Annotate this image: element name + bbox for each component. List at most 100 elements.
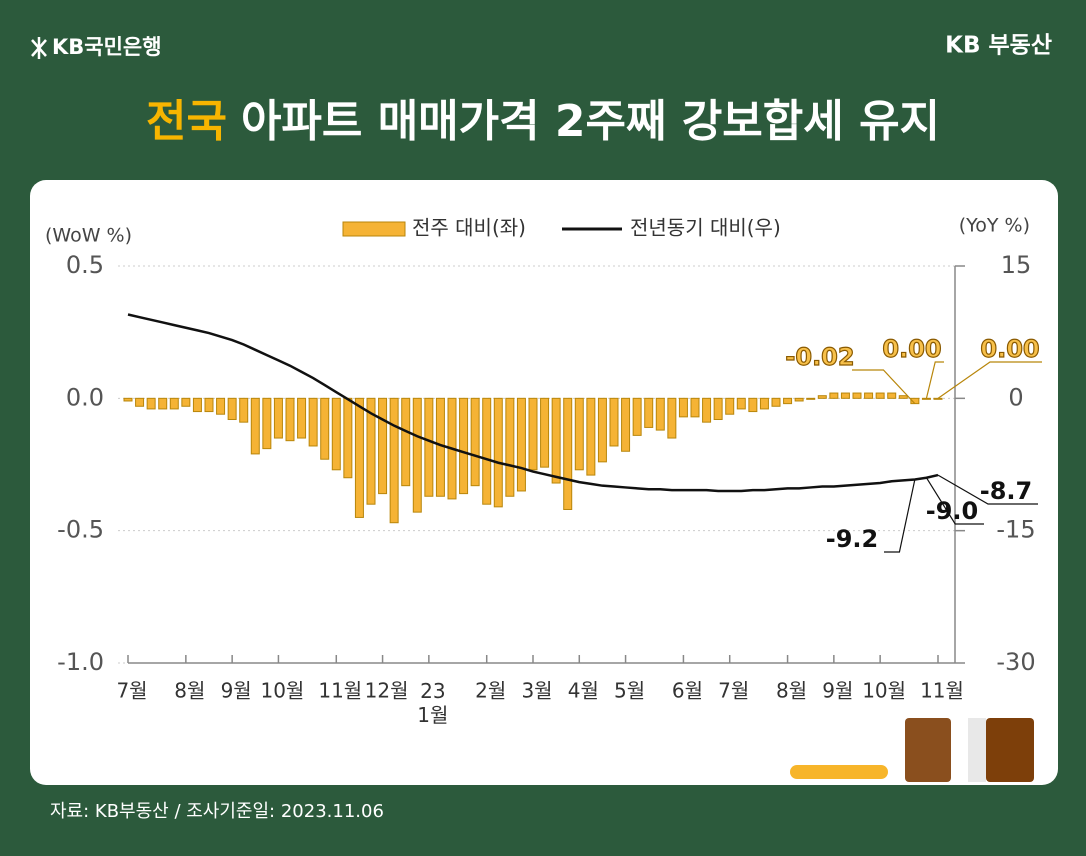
y-tick-label: -1.0	[57, 648, 104, 676]
y-axis-label: (WoW %)	[45, 225, 132, 247]
bar	[331, 397, 341, 471]
bar	[424, 397, 434, 497]
x-tick-label: 6월	[672, 679, 703, 703]
leader-line	[925, 477, 984, 525]
bar	[783, 397, 793, 405]
bar	[632, 397, 642, 436]
y-tick-label: 0.0	[66, 383, 104, 411]
bar	[864, 392, 874, 399]
leader-line	[937, 361, 1042, 399]
y2-tick-label: -30	[996, 648, 1035, 676]
bar	[505, 397, 515, 497]
bar	[135, 397, 145, 407]
x-tick-label: 9월	[822, 679, 853, 703]
bar	[771, 397, 781, 407]
bar	[250, 397, 260, 455]
leader-line	[937, 474, 1038, 505]
bar	[551, 397, 561, 484]
bar	[378, 397, 388, 495]
bar	[192, 397, 202, 413]
bar	[597, 397, 607, 463]
bar	[713, 397, 723, 421]
title-rest: 아파트 매매가격 2주째 강보합세 유지	[241, 96, 940, 147]
bar	[227, 397, 237, 421]
bar	[169, 397, 179, 410]
data-label: 0.00	[882, 335, 941, 363]
bar	[574, 397, 584, 471]
x-tick-label: 23 1월	[417, 679, 448, 727]
x-tick-label: 12월	[365, 679, 409, 703]
y-tick-label: -0.5	[57, 516, 104, 544]
bar	[459, 397, 469, 495]
x-tick-label: 8월	[174, 679, 205, 703]
title-highlight: 전국	[146, 96, 227, 147]
bar	[898, 395, 908, 399]
logo: KB국민은행	[52, 35, 162, 59]
x-tick-label: 4월	[568, 679, 599, 703]
bar	[389, 397, 399, 524]
bar	[702, 397, 712, 423]
title: 전국 아파트 매매가격 2주째 강보합세 유지	[146, 96, 940, 147]
bar	[759, 397, 769, 410]
bar	[308, 397, 318, 447]
bar	[528, 397, 538, 471]
leader-line	[925, 361, 944, 399]
bar	[748, 397, 758, 413]
card	[30, 180, 1058, 785]
data-label: -9.0	[926, 497, 978, 525]
bar	[401, 397, 411, 487]
line	[127, 313, 939, 493]
bar	[123, 397, 133, 402]
x-tick-label: 8월	[776, 679, 807, 703]
bar	[354, 397, 364, 518]
deco	[790, 765, 888, 779]
bar	[262, 397, 272, 450]
x-tick-label: 7월	[718, 679, 749, 703]
x-tick-label: 10월	[862, 679, 906, 703]
bar	[493, 397, 503, 508]
source: 자료: KB부동산 / 조사기준일: 2023.11.06	[50, 801, 384, 822]
bar	[516, 397, 526, 492]
x-tick-label: 11월	[920, 679, 964, 703]
bar	[806, 397, 816, 400]
bar	[158, 397, 168, 410]
bar	[933, 397, 943, 400]
bar	[366, 397, 376, 505]
bar	[586, 397, 596, 476]
bar	[435, 397, 445, 497]
bar	[667, 397, 677, 439]
legend-label: 전주 대비(좌)	[412, 216, 526, 240]
bar	[216, 397, 226, 415]
x-tick-label: 2월	[475, 679, 506, 703]
x-tick-label: 10월	[260, 679, 304, 703]
x-tick-label: 11월	[318, 679, 362, 703]
bar	[540, 397, 550, 468]
bar	[840, 392, 850, 399]
bar	[563, 397, 573, 510]
logo-icon	[31, 37, 47, 59]
bar	[794, 397, 804, 402]
y2-axis-label: (YoY %)	[959, 215, 1030, 237]
bar	[470, 397, 480, 487]
bar	[621, 397, 631, 452]
y-tick-label: 0.5	[66, 251, 104, 279]
x-tick-label: 5월	[614, 679, 645, 703]
bar	[644, 397, 654, 428]
bar	[146, 397, 156, 410]
bar	[412, 397, 422, 513]
y2-tick-label: 15	[1001, 251, 1032, 279]
bar	[887, 392, 897, 399]
data-label: 0.00	[980, 335, 1039, 363]
x-tick-label: 9월	[221, 679, 252, 703]
legend-label: 전년동기 대비(우)	[630, 216, 781, 240]
bar	[609, 397, 619, 447]
legend-swatch	[342, 221, 406, 237]
data-label: -8.7	[980, 477, 1032, 505]
bar	[852, 392, 862, 399]
bar	[181, 397, 191, 407]
x-tick-label: 7월	[116, 679, 147, 703]
bar	[320, 397, 330, 460]
bar	[482, 397, 492, 505]
leader-line	[884, 479, 916, 553]
bar	[875, 392, 885, 399]
